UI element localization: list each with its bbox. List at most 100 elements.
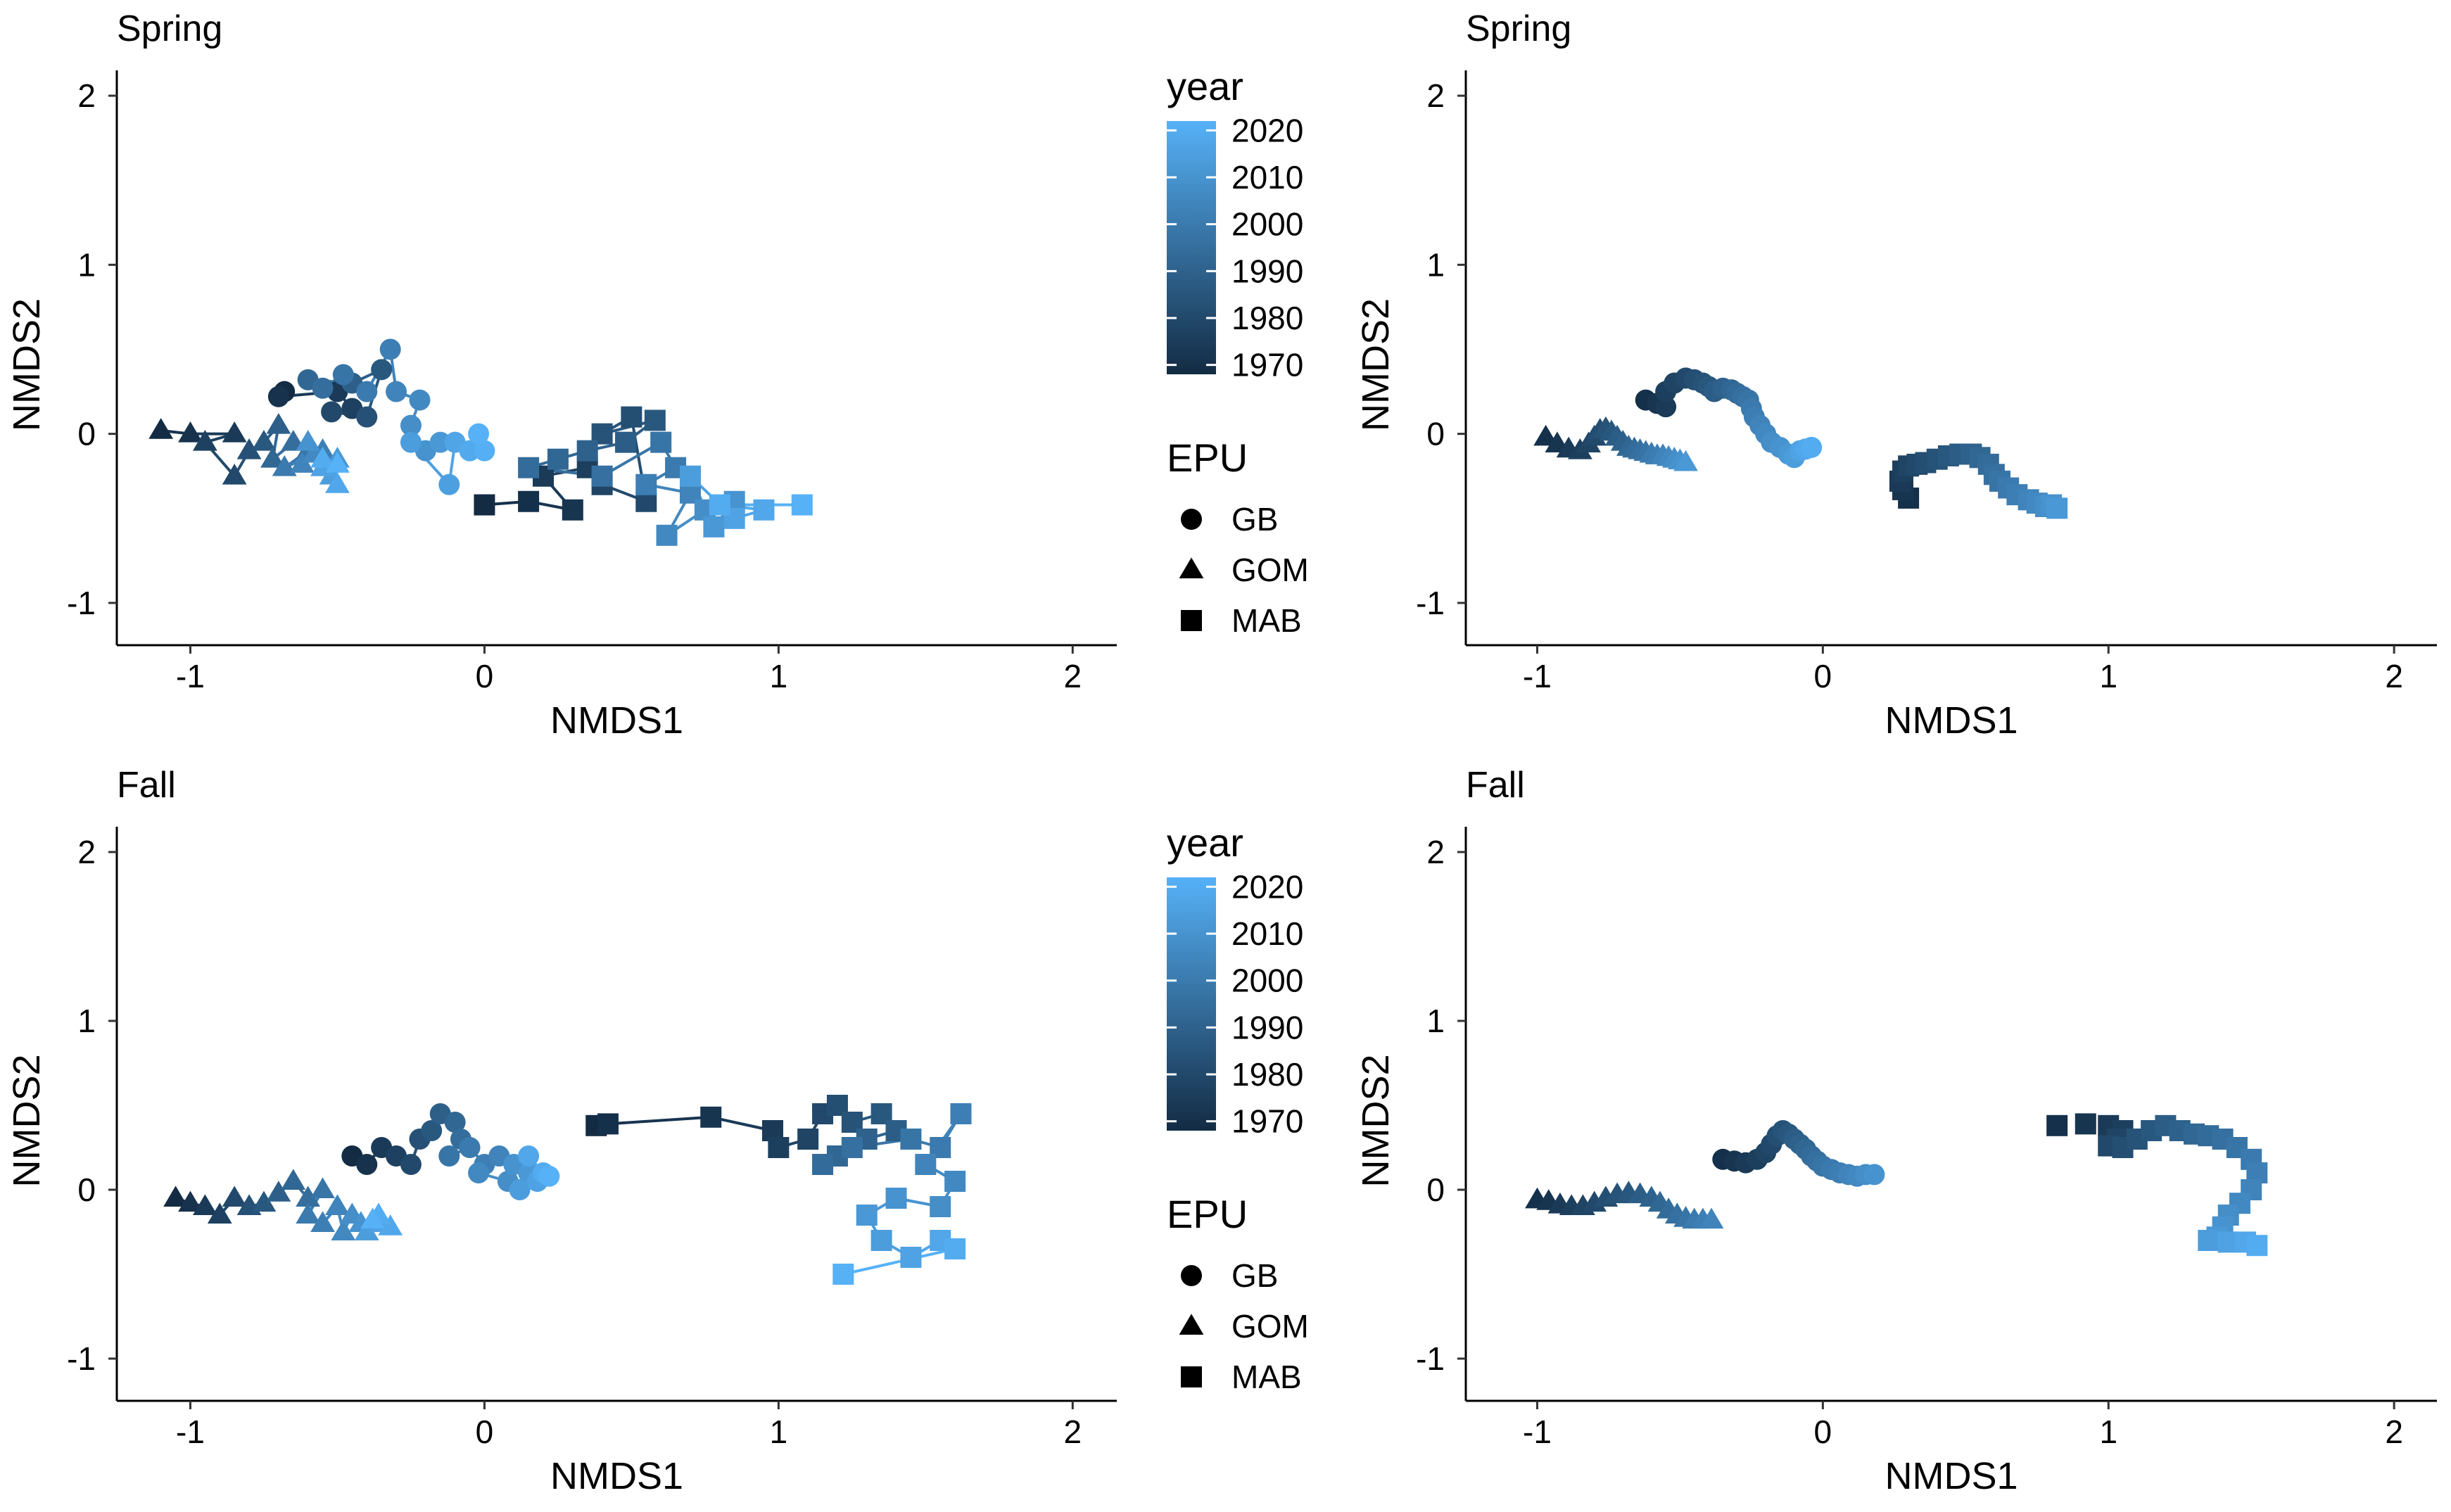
data-point-mab xyxy=(768,1137,790,1158)
colorbar-label: 1970 xyxy=(1231,1103,1303,1140)
y-tick-label: 0 xyxy=(77,416,96,452)
x-axis-title: NMDS1 xyxy=(1885,699,2018,742)
x-tick-label: 2 xyxy=(1064,658,1082,694)
y-tick-label: 0 xyxy=(1426,1171,1445,1208)
series-mab xyxy=(474,406,813,546)
data-point-mab xyxy=(474,494,495,516)
data-point-gb xyxy=(438,474,460,495)
data-point-gom xyxy=(281,1169,306,1190)
data-point-gb xyxy=(438,1145,460,1167)
y-axis-title: NMDS2 xyxy=(1355,1054,1397,1187)
data-point-mab xyxy=(2046,497,2068,519)
series-gom xyxy=(1533,416,1698,471)
data-point-gom xyxy=(354,1219,379,1240)
data-point-mab xyxy=(703,516,725,538)
x-tick-label: -1 xyxy=(176,658,205,694)
legend-square-icon xyxy=(1181,1366,1202,1387)
panel-title: Fall xyxy=(1466,765,1525,806)
data-point-mab xyxy=(644,409,666,431)
data-point-mab xyxy=(621,406,642,428)
data-point-mab xyxy=(900,1247,922,1268)
data-point-mab xyxy=(679,465,701,487)
panel-fall-connected: Fall -1 0 1 2 -1 0 1 2 NMDS1 NMDS2 xyxy=(6,765,1117,1497)
data-point-mab xyxy=(562,499,583,521)
x-tick-label: 1 xyxy=(770,658,788,694)
data-point-mab xyxy=(930,1196,951,1217)
legend-epu-label: GB xyxy=(1231,501,1278,538)
series-gb xyxy=(1635,367,1823,469)
x-tick-label: 1 xyxy=(2099,658,2117,694)
data-point-mab xyxy=(615,431,637,453)
data-point-gom xyxy=(192,1194,217,1215)
data-point-gb xyxy=(538,1165,560,1187)
data-point-gom xyxy=(272,455,297,476)
data-point-gb xyxy=(429,431,451,453)
data-point-mab xyxy=(518,457,540,478)
x-tick-label: 0 xyxy=(1814,1413,1832,1450)
y-tick-label: 1 xyxy=(1426,246,1445,283)
data-point-mab xyxy=(2246,1235,2268,1257)
data-point-mab xyxy=(944,1171,966,1192)
data-point-mab xyxy=(2198,1230,2219,1251)
data-point-gom xyxy=(296,1186,321,1207)
data-point-mab xyxy=(2075,1113,2096,1135)
legend-colorbar xyxy=(1167,121,1216,374)
data-point-mab xyxy=(791,494,813,516)
colorbar-label: 2020 xyxy=(1231,112,1303,148)
data-point-mab xyxy=(700,1106,722,1128)
x-tick-label: 2 xyxy=(2385,658,2403,694)
data-point-mab xyxy=(656,524,678,546)
data-point-gb xyxy=(267,386,289,407)
legend-year-title: year xyxy=(1167,64,1243,108)
y-tick-label: 2 xyxy=(77,77,96,114)
series-mab xyxy=(585,1095,972,1285)
data-point-mab xyxy=(650,431,672,453)
y-tick-label: -1 xyxy=(1416,585,1445,621)
x-tick-label: 2 xyxy=(2385,1413,2403,1450)
colorbar-label: 1990 xyxy=(1231,1009,1303,1046)
colorbar-label: 2020 xyxy=(1231,868,1303,905)
legend-epu-label: MAB xyxy=(1231,602,1302,639)
legend-top: year 2020 2010 2000 1990 1980 1970 EPU GB GOM MAB xyxy=(1167,64,1309,639)
data-point-gom xyxy=(178,1190,203,1212)
data-point-mab xyxy=(576,440,598,462)
data-point-gb xyxy=(509,1179,531,1200)
y-axis-title: NMDS2 xyxy=(6,1054,48,1187)
x-tick-label: -1 xyxy=(1523,1413,1552,1450)
colorbar-label: 2010 xyxy=(1231,915,1303,952)
data-point-gom xyxy=(192,429,217,451)
colorbar-label: 2000 xyxy=(1231,206,1303,243)
colorbar-label: 1980 xyxy=(1231,300,1303,336)
legend-epu-title: EPU xyxy=(1167,436,1248,480)
data-point-gom xyxy=(260,447,285,468)
panel-title: Fall xyxy=(117,765,176,806)
panel-title: Spring xyxy=(1466,8,1571,49)
data-point-gb xyxy=(421,1120,443,1141)
data-point-mab xyxy=(591,465,613,487)
data-point-mab xyxy=(518,490,540,512)
data-point-mab xyxy=(709,494,730,516)
data-point-gb xyxy=(468,1162,490,1183)
data-point-gb xyxy=(459,440,481,462)
data-point-gom xyxy=(236,438,262,459)
data-point-mab xyxy=(797,1129,819,1150)
legend-colorbar xyxy=(1167,877,1216,1131)
x-tick-label: 1 xyxy=(770,1413,788,1450)
data-point-gb xyxy=(468,423,490,445)
data-point-mab xyxy=(856,1205,878,1226)
series-mab xyxy=(2046,1113,2268,1257)
series-gom xyxy=(148,412,350,493)
legend-epu-label: MAB xyxy=(1231,1359,1302,1395)
series-gb xyxy=(1712,1120,1885,1187)
data-point-gom xyxy=(178,421,203,443)
x-tick-label: -1 xyxy=(1523,658,1552,694)
y-tick-label: 1 xyxy=(77,1003,96,1039)
data-point-gom xyxy=(331,1219,356,1240)
data-point-gb xyxy=(356,406,378,428)
data-point-gb xyxy=(386,381,407,402)
x-tick-label: 0 xyxy=(1814,658,1832,694)
y-tick-label: 0 xyxy=(77,1171,96,1208)
data-point-mab xyxy=(812,1154,834,1175)
